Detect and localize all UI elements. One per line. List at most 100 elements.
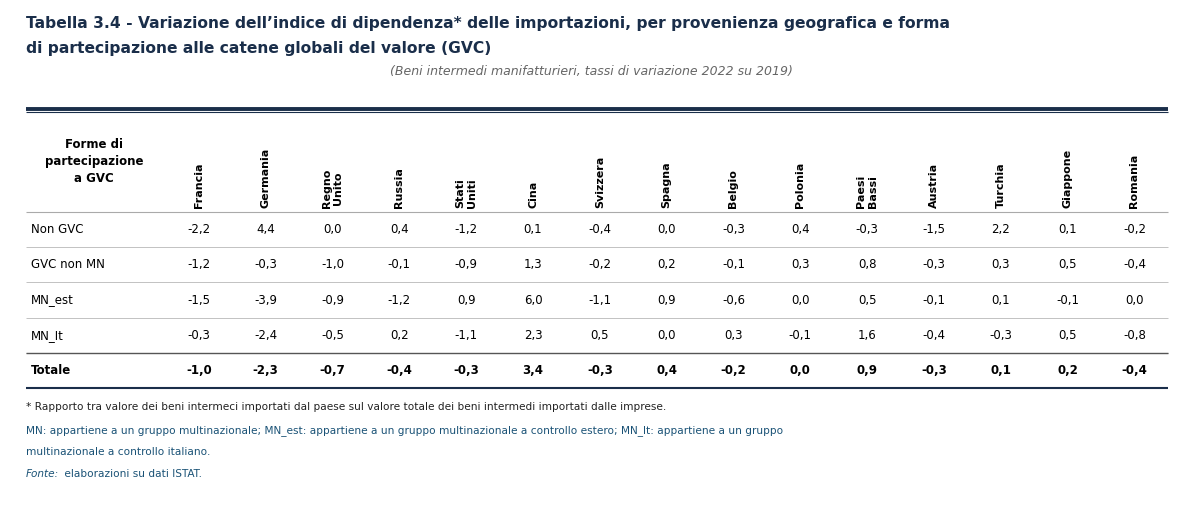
Text: 0,2: 0,2 xyxy=(657,259,676,271)
Text: 0,4: 0,4 xyxy=(791,224,810,236)
Text: Paesi
Bassi: Paesi Bassi xyxy=(856,175,878,208)
Text: 0,0: 0,0 xyxy=(790,364,811,376)
Text: Totale: Totale xyxy=(31,364,71,376)
Text: -0,1: -0,1 xyxy=(388,259,411,271)
Text: * Rapporto tra valore dei beni intermeci importati dal paese sul valore totale d: * Rapporto tra valore dei beni intermeci… xyxy=(26,402,667,413)
Text: Svizzera: Svizzera xyxy=(595,156,605,208)
Text: -0,2: -0,2 xyxy=(1123,224,1145,236)
Text: -0,9: -0,9 xyxy=(322,294,344,306)
Text: 0,0: 0,0 xyxy=(657,329,676,341)
Text: 0,0: 0,0 xyxy=(1125,294,1144,306)
Text: -0,3: -0,3 xyxy=(587,364,612,376)
Text: Belgio: Belgio xyxy=(728,169,739,208)
Text: -1,1: -1,1 xyxy=(589,294,611,306)
Text: 0,5: 0,5 xyxy=(591,329,609,341)
Text: -0,8: -0,8 xyxy=(1123,329,1145,341)
Text: MN_est: MN_est xyxy=(31,294,73,306)
Text: 0,5: 0,5 xyxy=(1058,329,1077,341)
Text: -1,5: -1,5 xyxy=(922,224,946,236)
Text: 0,5: 0,5 xyxy=(1058,259,1077,271)
Text: -1,0: -1,0 xyxy=(322,259,344,271)
Text: 0,4: 0,4 xyxy=(390,224,409,236)
Text: 0,3: 0,3 xyxy=(791,259,810,271)
Text: Forme di
partecipazione
a GVC: Forme di partecipazione a GVC xyxy=(45,139,143,185)
Text: -2,3: -2,3 xyxy=(253,364,279,376)
Text: 0,2: 0,2 xyxy=(1057,364,1078,376)
Text: -0,3: -0,3 xyxy=(722,224,745,236)
Text: -0,2: -0,2 xyxy=(589,259,611,271)
Text: -0,3: -0,3 xyxy=(856,224,878,236)
Text: Fonte:: Fonte: xyxy=(26,469,59,479)
Text: 0,9: 0,9 xyxy=(457,294,475,306)
Text: Turchia: Turchia xyxy=(995,162,1006,208)
Text: 1,6: 1,6 xyxy=(858,329,877,341)
Text: 2,3: 2,3 xyxy=(524,329,543,341)
Text: 0,3: 0,3 xyxy=(725,329,742,341)
Text: -2,2: -2,2 xyxy=(187,224,210,236)
Text: Regno
Unito: Regno Unito xyxy=(322,169,343,208)
Text: 0,8: 0,8 xyxy=(858,259,876,271)
Text: -1,5: -1,5 xyxy=(188,294,210,306)
Text: -0,3: -0,3 xyxy=(921,364,947,376)
Text: -0,5: -0,5 xyxy=(322,329,344,341)
Text: Non GVC: Non GVC xyxy=(31,224,83,236)
Text: -0,4: -0,4 xyxy=(1123,259,1145,271)
Text: GVC non MN: GVC non MN xyxy=(31,259,104,271)
Text: Polonia: Polonia xyxy=(795,162,805,208)
Text: 0,4: 0,4 xyxy=(656,364,677,376)
Text: -0,6: -0,6 xyxy=(722,294,745,306)
Text: -1,2: -1,2 xyxy=(187,259,210,271)
Text: -1,1: -1,1 xyxy=(455,329,478,341)
Text: -1,0: -1,0 xyxy=(186,364,212,376)
Text: -0,4: -0,4 xyxy=(1122,364,1148,376)
Text: (Beni intermedi manifatturieri, tassi di variazione 2022 su 2019): (Beni intermedi manifatturieri, tassi di… xyxy=(390,65,792,78)
Text: -0,1: -0,1 xyxy=(788,329,812,341)
Text: Stati
Uniti: Stati Uniti xyxy=(455,178,478,208)
Text: -0,1: -0,1 xyxy=(1056,294,1079,306)
Text: -0,1: -0,1 xyxy=(722,259,745,271)
Text: -0,3: -0,3 xyxy=(254,259,277,271)
Text: -1,2: -1,2 xyxy=(388,294,411,306)
Text: MN_It: MN_It xyxy=(31,329,64,341)
Text: 3,4: 3,4 xyxy=(522,364,544,376)
Text: -0,1: -0,1 xyxy=(922,294,946,306)
Text: Cina: Cina xyxy=(528,181,538,208)
Text: 0,0: 0,0 xyxy=(657,224,676,236)
Text: 0,1: 0,1 xyxy=(524,224,543,236)
Text: Giappone: Giappone xyxy=(1063,149,1072,208)
Text: Germania: Germania xyxy=(261,148,271,208)
Text: -0,3: -0,3 xyxy=(922,259,946,271)
Text: 6,0: 6,0 xyxy=(524,294,543,306)
Text: -0,3: -0,3 xyxy=(989,329,1012,341)
Text: MN: appartiene a un gruppo multinazionale; MN_est: appartiene a un gruppo multin: MN: appartiene a un gruppo multinazional… xyxy=(26,425,784,436)
Text: 0,0: 0,0 xyxy=(324,224,342,236)
Text: 0,2: 0,2 xyxy=(390,329,409,341)
Text: Romania: Romania xyxy=(1130,154,1139,208)
Text: multinazionale a controllo italiano.: multinazionale a controllo italiano. xyxy=(26,447,210,457)
Text: 0,1: 0,1 xyxy=(1058,224,1077,236)
Text: 0,1: 0,1 xyxy=(991,364,1011,376)
Text: -2,4: -2,4 xyxy=(254,329,278,341)
Text: 0,3: 0,3 xyxy=(992,259,1009,271)
Text: Russia: Russia xyxy=(395,167,404,208)
Text: -0,9: -0,9 xyxy=(455,259,478,271)
Text: 1,3: 1,3 xyxy=(524,259,543,271)
Text: 0,0: 0,0 xyxy=(791,294,810,306)
Text: Spagna: Spagna xyxy=(662,161,671,208)
Text: -0,7: -0,7 xyxy=(319,364,345,376)
Text: 4,4: 4,4 xyxy=(256,224,275,236)
Text: 0,5: 0,5 xyxy=(858,294,876,306)
Text: -0,2: -0,2 xyxy=(721,364,746,376)
Text: -0,3: -0,3 xyxy=(454,364,479,376)
Text: -3,9: -3,9 xyxy=(254,294,278,306)
Text: -0,4: -0,4 xyxy=(589,224,611,236)
Text: -0,4: -0,4 xyxy=(922,329,946,341)
Text: 0,9: 0,9 xyxy=(657,294,676,306)
Text: 0,1: 0,1 xyxy=(992,294,1011,306)
Text: -0,4: -0,4 xyxy=(387,364,413,376)
Text: -0,3: -0,3 xyxy=(188,329,210,341)
Text: di partecipazione alle catene globali del valore (GVC): di partecipazione alle catene globali de… xyxy=(26,41,492,56)
Text: Austria: Austria xyxy=(929,163,939,208)
Text: -1,2: -1,2 xyxy=(455,224,478,236)
Text: 0,9: 0,9 xyxy=(857,364,877,376)
